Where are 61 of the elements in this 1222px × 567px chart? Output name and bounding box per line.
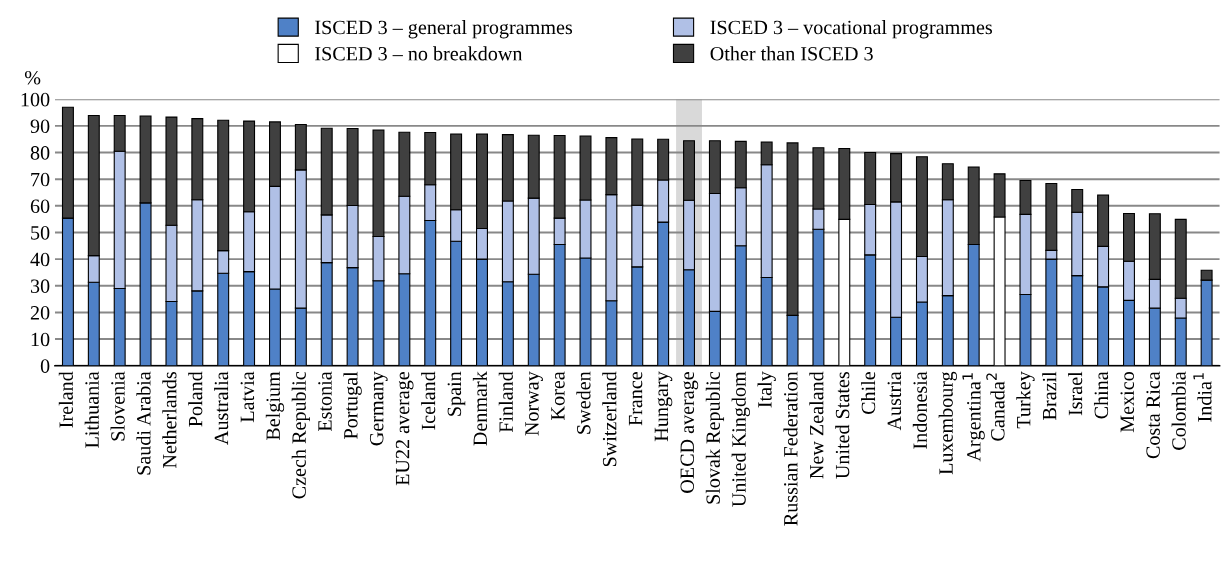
x-tick-label: Portugal xyxy=(343,371,362,439)
x-tick-label: India$^{1}$ xyxy=(1193,373,1212,422)
x-tick-label: Belgium xyxy=(265,371,285,441)
y-tick-label: 50 xyxy=(31,226,50,240)
x-tick-label: EU22 average xyxy=(395,371,414,486)
x-tick-label: Germany xyxy=(369,371,388,446)
x-tick-label: United Kingdom xyxy=(731,371,750,507)
y-tick-label: 70 xyxy=(31,172,50,187)
x-tick-label: Mexico xyxy=(1120,372,1135,433)
x-tick-label: Switzerland xyxy=(602,371,617,467)
x-tick-label: Spain xyxy=(447,371,466,416)
x-tick-label: Netherlands xyxy=(162,372,177,468)
y-tick-label: 20 xyxy=(30,306,50,320)
x-tick-label: OECD average xyxy=(680,371,699,493)
x-tick-label: Chile xyxy=(861,371,876,415)
x-tick-label: Estonia xyxy=(318,371,332,432)
x-tick-label: Russian Federation xyxy=(783,371,798,526)
x-tick-label: Slovenia xyxy=(110,371,125,441)
x-tick-label: France xyxy=(628,371,643,426)
y-tick-label: 60 xyxy=(30,199,50,214)
x-tick-label: United States xyxy=(835,372,850,479)
x-tick-label: Colombia xyxy=(1171,371,1186,450)
legend-label: Other than ISCED 3 xyxy=(710,46,873,61)
x-tick-label: Korea xyxy=(551,371,565,420)
x-tick-label: Denmark xyxy=(472,371,488,446)
y-tick-label: 0 xyxy=(40,359,50,373)
x-tick-label: Australia xyxy=(214,371,229,445)
y-tick-label: 90 xyxy=(30,119,50,134)
x-tick-label: Israel xyxy=(1068,371,1083,416)
legend-label: ISCED 3 – vocational programmes xyxy=(710,20,992,39)
y-tick-label: 10 xyxy=(31,332,50,347)
x-tick-label: Finland xyxy=(498,371,513,433)
x-tick-label: Costa Rica xyxy=(1146,371,1160,459)
x-tick-label: Czech Republic xyxy=(291,371,310,499)
x-tick-label: Hungary xyxy=(654,371,673,442)
x-tick-label: Italy xyxy=(757,371,776,408)
y-tick-label: 40 xyxy=(30,252,50,267)
x-tick-label: Indonesia xyxy=(912,371,927,449)
legend-label: ISCED 3 – general programmes xyxy=(315,20,573,39)
x-tick-label: Sweden xyxy=(576,371,591,434)
x-tick-label: Slovak Republic xyxy=(705,371,725,504)
x-tick-label: Austria xyxy=(887,371,902,431)
x-tick-label: China xyxy=(1093,371,1109,419)
x-tick-label: Argentina$^{1}$ xyxy=(962,373,985,462)
y-tick-label: 30 xyxy=(30,279,50,293)
x-tick-label: Saudi Arabia xyxy=(136,371,151,475)
legend-label: ISCED 3 – no breakdown xyxy=(315,46,523,61)
x-tick-label: New Zealand xyxy=(809,371,824,479)
x-tick-label: Poland xyxy=(188,371,203,427)
y-tick-label: 80 xyxy=(30,146,50,160)
x-tick-label: Lithuania xyxy=(84,371,99,448)
x-tick-label: Iceland xyxy=(421,371,436,430)
x-tick-label: Brazil xyxy=(1042,371,1057,420)
x-tick-label: Luxembourg xyxy=(938,371,957,475)
y-tick-label: 100 xyxy=(21,92,50,107)
x-tick-label: Canada$^{2}$ xyxy=(986,373,1005,441)
y-axis-title: % xyxy=(24,70,41,85)
x-tick-label: Ireland xyxy=(58,371,73,428)
x-tick-label: Turkey xyxy=(1016,371,1035,429)
x-tick-label: Norway xyxy=(525,371,543,436)
x-tick-label: Latvia xyxy=(240,371,255,423)
